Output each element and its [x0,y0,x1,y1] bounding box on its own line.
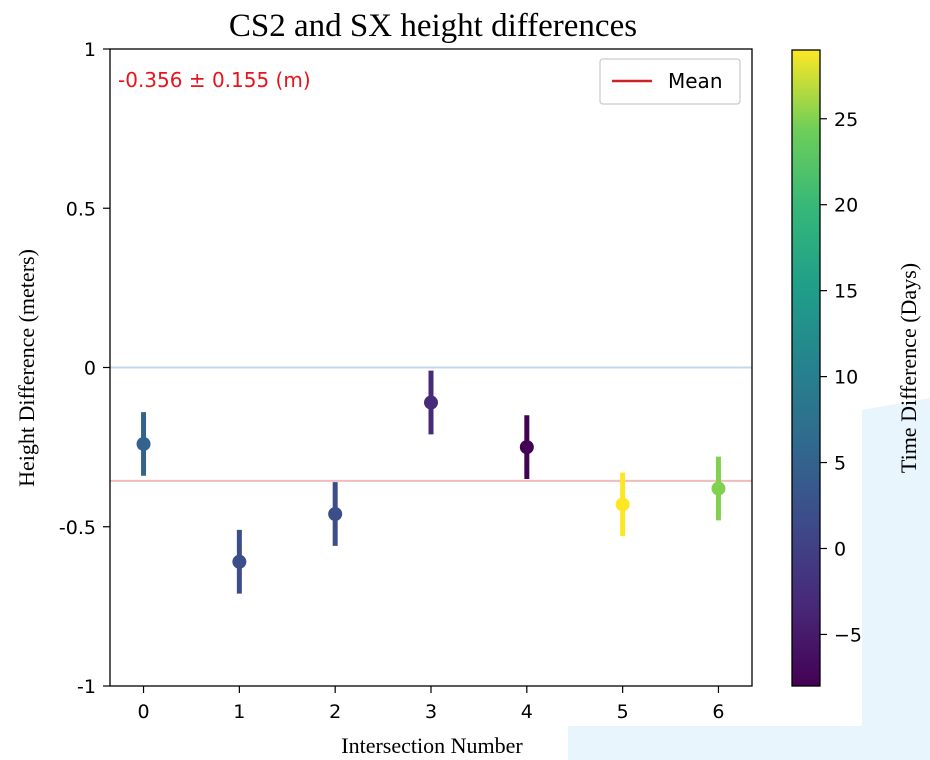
data-point-5 [615,497,630,512]
y-tick-label-0: 1 [84,39,96,61]
x-tick-label-2: 2 [329,701,341,723]
colorbar-frame [791,49,821,687]
background-panel [568,398,930,760]
colorbar-tick-label-3: 10 [834,367,858,389]
y-tick-label-2: 0 [84,358,96,380]
y-axis-label: Height Difference (meters) [14,249,39,487]
data-point-6 [711,481,726,496]
colorbar-tick-label-2: 15 [834,281,858,303]
data-point-1 [232,554,247,569]
x-tick-label-6: 6 [712,701,724,723]
colorbar-gradient [792,50,820,686]
colorbar-tick-label-1: 20 [834,195,858,217]
chart-title: CS2 and SX height differences [229,8,637,44]
colorbar: 25 20 15 10 5 0 −5 [791,49,862,687]
plot-area: 0 1 2 3 4 5 6 1 0.5 0 -0.5 -1 [59,39,753,723]
colorbar-tick-label-6: −5 [834,624,862,646]
data-point-3 [424,395,438,410]
colorbar-label: Time Difference (Days) [896,263,921,473]
x-tick-label-4: 4 [521,701,533,723]
colorbar-ticks: 25 20 15 10 5 0 −5 [820,109,862,646]
colorbar-tick-label-0: 25 [834,109,858,131]
data-point-2 [328,507,343,522]
legend-mean-label: Mean [668,69,723,93]
x-tick-label-5: 5 [617,701,629,723]
colorbar-tick-label-4: 5 [834,453,846,475]
x-tick-label-0: 0 [137,701,149,723]
x-tick-label-3: 3 [425,701,437,723]
legend-box [599,58,741,105]
x-axis-label: Intersection Number [341,733,523,758]
data-point-0 [136,436,151,451]
y-tick-label-1: 0.5 [66,198,96,220]
stats-annotation: -0.356 ± 0.155 (m) [118,68,311,92]
y-tick-label-4: -1 [77,676,96,698]
y-tick-label-3: -0.5 [59,517,96,539]
legend: Mean [599,58,741,105]
colorbar-tick-label-5: 0 [834,538,846,560]
data-point-4 [519,440,534,455]
x-tick-label-1: 1 [233,701,245,723]
